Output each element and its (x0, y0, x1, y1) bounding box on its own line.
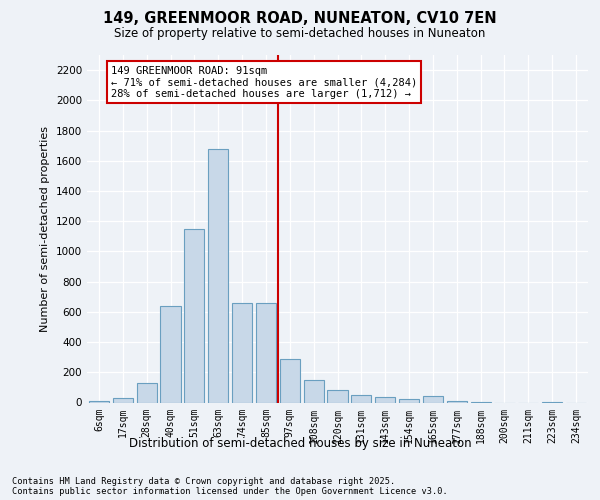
Bar (423, 396, 443, 402)
Bar (89, 401, 109, 402)
Bar (399, 398, 419, 402)
Bar (446, 401, 467, 402)
Bar (375, 397, 395, 402)
Y-axis label: Number of semi-detached properties: Number of semi-detached properties (40, 126, 50, 332)
Bar (137, 383, 157, 402)
Text: 149, GREENMOOR ROAD, NUNEATON, CV10 7EN: 149, GREENMOOR ROAD, NUNEATON, CV10 7EN (103, 11, 497, 26)
Bar (304, 380, 324, 402)
Bar (232, 303, 252, 402)
Text: Contains HM Land Registry data © Crown copyright and database right 2025.
Contai: Contains HM Land Registry data © Crown c… (12, 476, 448, 496)
Bar (280, 358, 300, 403)
Text: Size of property relative to semi-detached houses in Nuneaton: Size of property relative to semi-detach… (115, 28, 485, 40)
Text: 149 GREENMOOR ROAD: 91sqm
← 71% of semi-detached houses are smaller (4,284)
28% : 149 GREENMOOR ROAD: 91sqm ← 71% of semi-… (111, 66, 417, 99)
Text: Distribution of semi-detached houses by size in Nuneaton: Distribution of semi-detached houses by … (128, 438, 472, 450)
Bar (113, 398, 133, 402)
Bar (328, 390, 347, 402)
Bar (256, 303, 276, 402)
Bar (160, 306, 181, 402)
Bar (208, 148, 229, 402)
Bar (184, 229, 205, 402)
Bar (351, 395, 371, 402)
